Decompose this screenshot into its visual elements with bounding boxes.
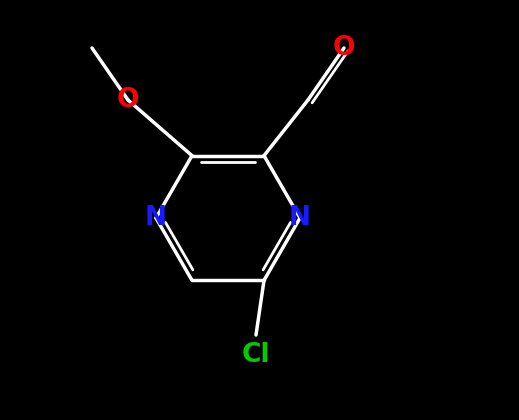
Text: Cl: Cl — [242, 342, 270, 368]
Text: N: N — [145, 205, 167, 231]
Text: O: O — [333, 35, 355, 61]
Text: O: O — [117, 87, 139, 113]
Text: N: N — [289, 205, 311, 231]
